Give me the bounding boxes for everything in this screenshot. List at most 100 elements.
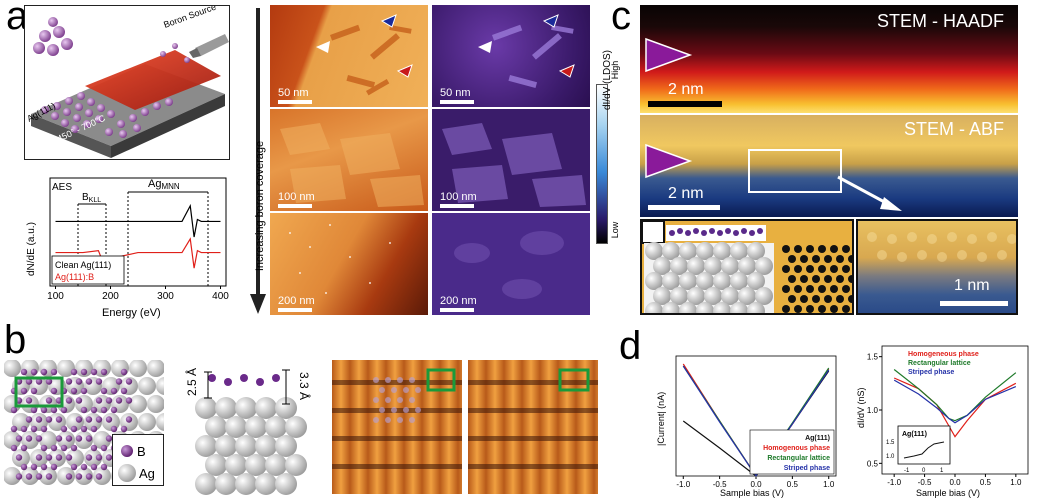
model-ag-atom <box>645 242 663 260</box>
b-atom <box>25 416 33 423</box>
b-atom <box>110 425 118 433</box>
haadf-scale-bar <box>648 101 722 107</box>
didv-legend-2: Striped phase <box>908 369 954 376</box>
model-ag-atom <box>713 272 731 290</box>
b-atom <box>75 435 83 442</box>
b-atom <box>35 435 43 442</box>
b-atom <box>40 406 48 414</box>
b-atom <box>80 368 88 376</box>
b-atom <box>95 416 103 423</box>
b-atom <box>90 425 98 433</box>
didv-xtick-0: -1.0 <box>887 478 901 487</box>
model-ag-atom <box>645 302 663 313</box>
side-ag-atom <box>265 454 287 476</box>
stm-topo-mid: 100 nm <box>270 109 428 211</box>
b-atom <box>90 368 98 376</box>
b-atom <box>15 473 23 480</box>
b-atom <box>30 406 38 414</box>
b-atom <box>10 425 18 433</box>
aes-series-0 <box>55 203 221 238</box>
didv-xtick-2: 0.0 <box>949 478 961 487</box>
side-ag-atom <box>195 397 217 419</box>
b-atom <box>25 397 33 404</box>
b-atom <box>120 425 128 433</box>
side-ag-atom <box>255 473 277 495</box>
didv-chart: dI/dV (nS) Sample bias (V) -1.0 -0.5 0.0 0.… <box>852 340 1032 500</box>
lattice-sideview: 2.5 Å 3.3 Å <box>166 360 326 498</box>
iv-xlabel: Sample bias (V) <box>720 488 784 498</box>
model-corner-box <box>642 221 665 244</box>
didv-inset-title: Ag(111) <box>902 431 927 438</box>
stm-sim-left <box>332 360 462 494</box>
model-ag-atom <box>696 272 714 290</box>
b-atom <box>35 473 43 480</box>
b-atom <box>120 368 128 376</box>
b-atom <box>100 463 108 471</box>
legend-b: B <box>137 444 146 459</box>
side-ag-atom <box>245 454 267 476</box>
stm-didv-low: 50 nm <box>432 5 590 107</box>
haadf-marker <box>645 37 693 73</box>
didv-inset-ytick-2: 1.0 <box>886 454 895 460</box>
model-dark-dot <box>812 255 820 263</box>
ag-atom <box>57 431 75 449</box>
blue-arrowhead <box>380 14 397 28</box>
b-atom <box>80 425 88 433</box>
model-dark-dot <box>782 305 790 313</box>
b-atom <box>95 378 103 385</box>
dim-right: 3.3 Å <box>297 372 312 400</box>
b-atom <box>55 454 63 461</box>
haadf-scale-label: 2 nm <box>668 81 704 98</box>
didv-ylabel: dI/dV (nS) <box>856 387 866 428</box>
b-atom <box>70 463 78 471</box>
model-dark-dot <box>800 255 808 263</box>
aes-xtick-1: 200 <box>102 291 119 302</box>
aes-legend <box>51 255 125 285</box>
b-atom <box>90 444 98 452</box>
b-atom <box>25 378 33 385</box>
b-atom <box>105 397 113 404</box>
model-dark-dot <box>794 265 802 273</box>
model-ag-atom <box>747 272 765 290</box>
iv-xtick-0: -1.0 <box>676 480 690 489</box>
stm-topo-high-features <box>289 224 391 294</box>
didv-ytick-1: 1.0 <box>867 406 879 415</box>
colorbar-high: dI/dV (LDOS) <box>602 50 613 110</box>
model-ag-atom <box>704 287 722 305</box>
b-atom <box>90 406 98 414</box>
stm-didv-mid-features <box>442 123 586 207</box>
side-ag-atom <box>205 454 227 476</box>
aes-chart: AES dN/dE (a.u.) Energy (eV) 100 200 300 40… <box>22 170 234 320</box>
side-ag-atom <box>235 473 257 495</box>
sim-unit-cell-right <box>558 368 590 392</box>
model-ag-atom <box>730 272 748 290</box>
didv-ytick-0: 1.5 <box>867 353 879 362</box>
model-ag-atom <box>679 302 697 313</box>
iv-xtick-3: 0.5 <box>787 480 799 489</box>
dim-left: 2.5 Å <box>184 368 199 396</box>
b-atom <box>80 463 88 471</box>
aes-title: AES <box>52 182 72 193</box>
b-atom <box>60 425 68 433</box>
b-atom <box>75 416 83 423</box>
ag-atom <box>4 431 21 449</box>
model-dark-dot <box>788 255 796 263</box>
model-ag-atom <box>645 272 663 290</box>
didv-series-2 <box>893 379 1017 424</box>
model-dark-dot <box>824 275 832 283</box>
side-ag-atom <box>195 473 217 495</box>
coverage-label: Increasing boron coverage <box>254 141 266 271</box>
iv-legend-3: Striped phase <box>784 465 830 472</box>
abf-scale-bar <box>648 205 720 210</box>
b-atom <box>85 473 93 480</box>
side-ag-atom <box>235 397 257 419</box>
stem-haadf: STEM - HAADF 2 nm <box>640 5 1018 113</box>
scale-bar-1 <box>278 100 312 104</box>
model-ag-atom <box>662 302 680 313</box>
sim-unit-cell-left <box>426 368 456 392</box>
panel-letter-a: a <box>6 0 29 38</box>
didv-xtick-4: 1.0 <box>1010 478 1022 487</box>
b-atom <box>75 397 83 404</box>
didv-xtick-3: 0.5 <box>980 478 992 487</box>
didv-ytick-2: 0.5 <box>867 459 879 468</box>
